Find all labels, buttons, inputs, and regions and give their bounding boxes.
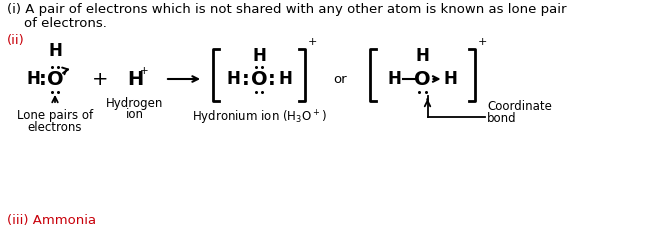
Text: +: + [140, 66, 149, 76]
Text: ion: ion [126, 108, 144, 121]
Text: H: H [443, 70, 458, 88]
Text: +: + [92, 69, 108, 88]
Text: H: H [26, 70, 40, 88]
Text: O: O [251, 69, 267, 88]
Text: electrons: electrons [28, 121, 82, 134]
Text: H: H [252, 47, 266, 65]
Text: :: : [242, 69, 250, 88]
Text: H: H [226, 70, 240, 88]
Text: :: : [268, 69, 276, 88]
Text: H: H [415, 47, 430, 65]
Text: H: H [278, 70, 292, 88]
Text: O: O [414, 69, 431, 88]
Text: H: H [48, 42, 62, 60]
Text: (ii): (ii) [7, 34, 25, 47]
Text: +: + [478, 37, 487, 47]
Text: of electrons.: of electrons. [7, 17, 107, 30]
Text: H: H [387, 70, 402, 88]
Text: Hydronium ion (H$_3$O$^+$): Hydronium ion (H$_3$O$^+$) [191, 109, 326, 127]
Text: Hydrogen: Hydrogen [106, 97, 164, 110]
Text: +: + [308, 37, 317, 47]
Text: :: : [39, 69, 47, 88]
Text: H: H [127, 69, 143, 88]
Text: Coordinate: Coordinate [487, 100, 552, 113]
Text: Lone pairs of: Lone pairs of [17, 109, 93, 122]
Text: (iii) Ammonia: (iii) Ammonia [7, 214, 96, 227]
Text: bond: bond [487, 112, 517, 125]
Text: O: O [47, 69, 64, 88]
Text: or: or [333, 72, 347, 85]
Text: (i) A pair of electrons which is not shared with any other atom is known as lone: (i) A pair of electrons which is not sha… [7, 3, 567, 16]
